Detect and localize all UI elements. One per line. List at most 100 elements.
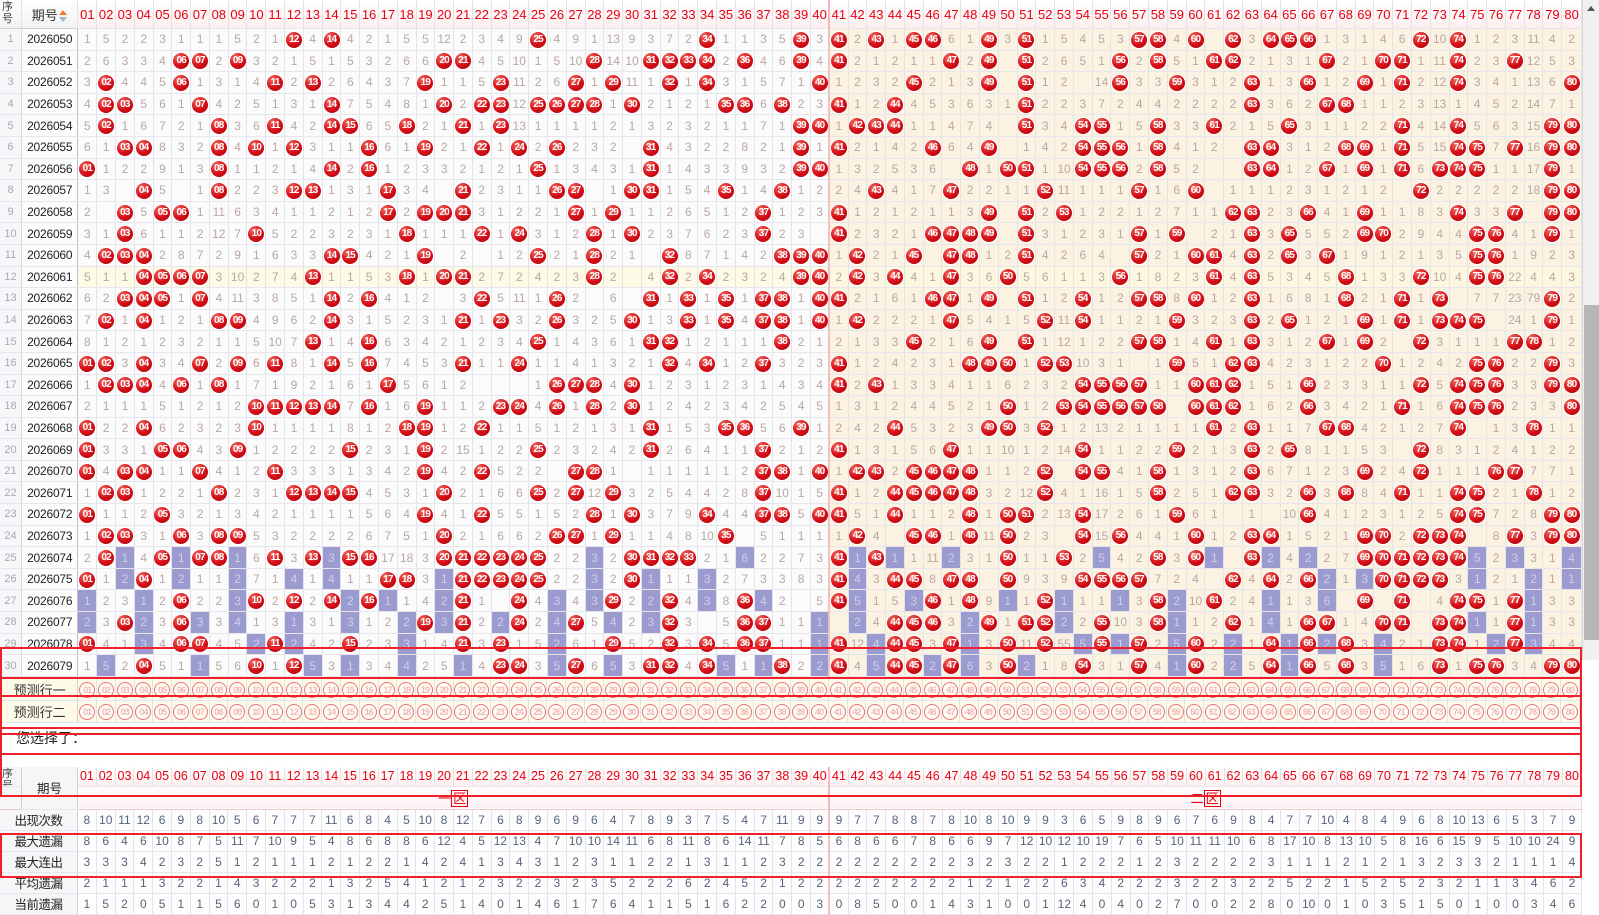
miss-cell[interactable]: 1 — [453, 222, 473, 245]
miss-cell[interactable]: 3 — [923, 352, 943, 375]
miss-cell[interactable]: 4 — [284, 114, 304, 137]
hit-cell[interactable]: 37 — [754, 503, 774, 526]
hit-cell[interactable]: 72 — [1411, 266, 1431, 289]
miss-cell[interactable] — [828, 611, 849, 634]
hit-cell[interactable]: 79 — [1542, 287, 1563, 310]
miss-cell[interactable]: 8 — [1355, 481, 1375, 505]
col-header-63[interactable]: 63 — [1242, 0, 1262, 29]
miss-cell[interactable] — [1467, 525, 1488, 548]
miss-cell[interactable]: 7 — [397, 71, 417, 94]
prediction-row-1[interactable]: 预测行一 01 02 03 04 05 06 07 08 09 10 11 12 13 14 15 16 17 18… — [2, 678, 1581, 701]
miss-cell[interactable]: 3 — [397, 330, 417, 353]
miss-cell[interactable]: 1 — [735, 654, 755, 677]
miss-cell[interactable]: 8 — [791, 568, 811, 591]
miss-cell[interactable]: 4 — [96, 633, 117, 656]
miss-cell[interactable]: 1 — [190, 28, 210, 51]
miss-cell[interactable] — [1110, 244, 1131, 267]
miss-cell[interactable]: 7 — [754, 114, 774, 137]
hit-cell[interactable]: 21 — [453, 309, 473, 332]
miss-cell[interactable]: 1 — [1561, 460, 1582, 483]
miss-cell[interactable]: 4 — [378, 460, 398, 483]
miss-cell[interactable]: 1 — [1392, 654, 1412, 677]
miss-cell[interactable]: 1 — [791, 525, 811, 548]
miss-cell[interactable]: 1 — [416, 93, 436, 116]
prediction-cell[interactable]: 13 — [302, 678, 323, 701]
hit-cell[interactable]: 45 — [904, 654, 924, 677]
hit-cell[interactable]: 50 — [998, 503, 1018, 526]
miss-cell[interactable]: 4 — [1298, 266, 1319, 289]
miss-cell[interactable]: 2 — [322, 525, 342, 548]
miss-cell[interactable]: 2 — [1148, 201, 1168, 224]
hit-cell[interactable]: 48 — [960, 589, 981, 613]
miss-cell[interactable]: 9 — [735, 158, 755, 181]
miss-cell[interactable]: 7 — [1524, 460, 1544, 483]
hit-cell[interactable]: 27 — [566, 481, 586, 505]
miss-cell[interactable]: 6 — [378, 330, 398, 353]
col-header-38[interactable]: 38 — [772, 0, 793, 29]
miss-cell[interactable]: 3 — [566, 266, 586, 289]
miss-cell[interactable]: 2 — [1110, 201, 1131, 224]
miss-cell[interactable]: 2 — [1317, 460, 1337, 483]
hit-cell[interactable]: 58 — [1148, 287, 1168, 310]
miss-cell[interactable]: 5 — [866, 654, 887, 677]
miss-cell[interactable]: 1 — [603, 179, 624, 202]
miss-cell[interactable]: 3 — [1542, 395, 1563, 418]
prediction-cell[interactable]: 20 — [434, 700, 454, 723]
hit-cell[interactable]: 11 — [265, 633, 286, 656]
miss-cell[interactable]: 5 — [246, 525, 267, 548]
miss-cell[interactable]: 1 — [340, 568, 361, 591]
hit-cell[interactable]: 11 — [265, 395, 286, 418]
miss-cell[interactable]: 5 — [848, 503, 868, 526]
prediction-cell[interactable]: 13 — [302, 700, 323, 723]
prediction-cell[interactable]: 38 — [772, 678, 792, 701]
miss-cell[interactable]: 3 — [303, 136, 323, 159]
miss-cell[interactable]: 1 — [810, 611, 830, 634]
row-issue[interactable]: 2026076 — [21, 589, 79, 613]
prediction-cell[interactable]: 37 — [753, 678, 773, 701]
hit-cell[interactable]: 31 — [641, 179, 661, 202]
miss-cell[interactable]: 1 — [228, 158, 248, 181]
hit-cell[interactable]: 38 — [772, 460, 793, 483]
miss-cell[interactable]: 2 — [1411, 417, 1431, 440]
hit-cell[interactable]: 01 — [77, 503, 98, 526]
miss-cell[interactable]: 22 — [1505, 266, 1525, 289]
miss-cell[interactable]: 2 — [1035, 503, 1056, 526]
miss-cell[interactable]: 2 — [1129, 50, 1150, 73]
miss-cell[interactable]: 5 — [153, 654, 173, 677]
miss-cell[interactable]: 1 — [1261, 287, 1281, 310]
miss-cell[interactable]: 1 — [115, 395, 135, 418]
hit-cell[interactable]: 09 — [228, 50, 248, 73]
miss-cell[interactable]: 2 — [885, 222, 905, 245]
miss-cell[interactable]: 1 — [1373, 395, 1394, 418]
miss-cell[interactable]: 1 — [434, 417, 455, 440]
miss-cell[interactable]: 2 — [115, 28, 135, 51]
miss-cell[interactable]: 3 — [810, 93, 830, 116]
miss-cell[interactable]: 2 — [378, 50, 398, 73]
miss-cell[interactable]: 2 — [1392, 222, 1412, 245]
miss-cell[interactable]: 1 — [603, 222, 624, 245]
miss-cell[interactable]: 3 — [979, 654, 999, 677]
miss-cell[interactable]: 2 — [453, 417, 473, 440]
miss-cell[interactable]: 1 — [923, 266, 943, 289]
hit-cell[interactable]: 51 — [1017, 28, 1037, 51]
hit-cell[interactable]: 30 — [622, 309, 642, 332]
miss-cell[interactable]: 4 — [848, 417, 868, 440]
miss-cell[interactable]: 1 — [171, 93, 192, 116]
miss-cell[interactable]: 2 — [735, 352, 755, 375]
miss-cell[interactable]: 2 — [1561, 330, 1582, 353]
miss-cell[interactable]: 3 — [434, 352, 455, 375]
miss-cell[interactable]: 3 — [134, 525, 154, 548]
hit-cell[interactable]: 21 — [453, 633, 473, 656]
hit-cell[interactable]: 75 — [1467, 266, 1488, 289]
hit-cell[interactable]: 04 — [134, 460, 154, 483]
hit-cell[interactable]: 26 — [547, 287, 567, 310]
miss-cell[interactable] — [998, 222, 1018, 245]
hit-cell[interactable]: 06 — [171, 374, 192, 397]
hit-cell[interactable]: 63 — [1242, 93, 1262, 116]
miss-cell[interactable] — [585, 179, 605, 202]
hit-cell[interactable]: 13 — [303, 546, 323, 569]
miss-cell[interactable]: 11 — [509, 287, 530, 310]
miss-cell[interactable] — [622, 136, 642, 159]
miss-cell[interactable]: 2 — [509, 266, 530, 289]
miss-cell[interactable]: 1 — [1411, 309, 1431, 332]
